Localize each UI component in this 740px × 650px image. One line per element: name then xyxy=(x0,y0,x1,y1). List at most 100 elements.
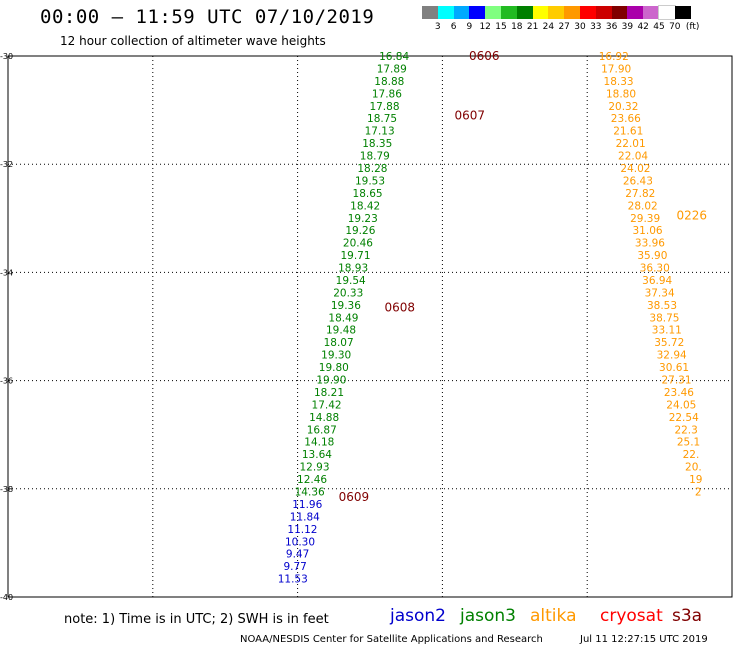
legend-item-cryosat: cryosat xyxy=(600,606,663,626)
data-label-jason3: 18.93 xyxy=(338,263,368,275)
data-label-jason2: 9.77 xyxy=(283,561,306,573)
colorbar-label: 6 xyxy=(450,22,457,32)
y-tick-label: -38 xyxy=(0,485,13,494)
colorbar-label: 27 xyxy=(558,22,570,32)
data-label-jason3: 19.80 xyxy=(319,362,349,374)
data-label-jason3: 18.42 xyxy=(350,200,380,212)
data-label-altika: 38.75 xyxy=(649,312,679,324)
colorbar-swatch xyxy=(564,6,580,19)
colorbar-swatch xyxy=(469,6,486,19)
colorbar-label: 39 xyxy=(621,22,634,32)
data-label-jason3: 19.53 xyxy=(355,175,385,187)
data-label-altika: 33.11 xyxy=(652,325,682,337)
data-label-jason3: 16.87 xyxy=(307,424,337,436)
data-label-altika: 18.33 xyxy=(604,76,634,88)
data-label-jason3: 18.21 xyxy=(314,387,344,399)
colorbar-swatch xyxy=(611,6,628,19)
colorbar-swatch xyxy=(453,6,470,19)
data-label-jason3: 19.54 xyxy=(336,275,366,287)
colorbar-label: 15 xyxy=(495,22,507,32)
data-label-jason2: 11.96 xyxy=(292,499,322,511)
data-label-jason3: 18.35 xyxy=(362,138,392,150)
data-label-jason3: 14.18 xyxy=(304,437,334,449)
data-label-jason3: 19.48 xyxy=(326,325,356,337)
data-label-jason3: 13.64 xyxy=(302,449,332,461)
data-label-jason3: 18.75 xyxy=(367,113,397,125)
colorbar-label: 12 xyxy=(479,22,491,32)
pass-id-label: 0606 xyxy=(469,49,500,63)
data-label-altika: 28.02 xyxy=(628,200,658,212)
data-label-jason2: 10.30 xyxy=(285,536,315,548)
data-label-altika: 19 xyxy=(689,474,702,486)
altimeter-map-chart: 454851545760-30-32-34-36-38-4016.8417.89… xyxy=(0,49,733,600)
colorbar-label: 36 xyxy=(605,22,618,32)
colorbar-label: 24 xyxy=(542,22,555,32)
data-label-altika: 29.39 xyxy=(630,213,660,225)
data-label-altika: 35.72 xyxy=(654,337,684,349)
data-label-altika: 17.90 xyxy=(601,63,631,75)
colorbar-label: 30 xyxy=(574,22,586,32)
data-label-altika: 24.02 xyxy=(620,163,650,175)
colorbar-label: 9 xyxy=(466,22,473,32)
data-label-jason2: 9.47 xyxy=(286,549,309,561)
data-label-altika: 27.31 xyxy=(661,375,691,387)
data-label-jason3: 17.86 xyxy=(372,88,402,100)
data-label-altika: 35.90 xyxy=(637,250,667,262)
data-label-jason3: 14.88 xyxy=(309,412,339,424)
colorbar-swatch xyxy=(643,6,659,19)
colorbar-swatch xyxy=(501,6,517,19)
data-label-jason3: 18.88 xyxy=(374,76,404,88)
colorbar-swatch xyxy=(516,6,533,19)
data-label-jason3: 14.36 xyxy=(295,487,325,499)
data-label-jason3: 18.49 xyxy=(328,312,358,324)
y-tick-label: -36 xyxy=(0,377,13,386)
colorbar-label: 21 xyxy=(526,22,539,32)
data-label-altika: 18.80 xyxy=(606,88,636,100)
colorbar-swatch xyxy=(595,6,612,19)
colorbar-swatch xyxy=(422,6,438,19)
data-label-altika: 32.94 xyxy=(657,350,687,362)
colorbar-label: 18 xyxy=(511,22,523,32)
legend-item-altika: altika xyxy=(530,606,577,626)
colorbar-label: 33 xyxy=(590,22,602,32)
data-label-jason3: 12.46 xyxy=(297,474,327,486)
data-label-jason3: 20.46 xyxy=(343,238,373,250)
pass-id-label: 0608 xyxy=(384,301,415,315)
data-label-altika: 31.06 xyxy=(633,225,663,237)
data-label-jason3: 17.89 xyxy=(377,63,407,75)
colorbar-swatch xyxy=(437,6,454,19)
data-label-altika: 27.82 xyxy=(625,188,655,200)
data-label-altika: 22.3 xyxy=(674,424,697,436)
data-label-altika: 36.94 xyxy=(642,275,672,287)
credit-text: NOAA/NESDIS Center for Satellite Applica… xyxy=(240,634,543,645)
data-label-jason3: 18.79 xyxy=(360,151,390,163)
data-label-jason2: 11.53 xyxy=(278,574,308,586)
data-label-altika: 22.54 xyxy=(669,412,699,424)
data-label-altika: 33.96 xyxy=(635,238,665,250)
chart-title: 00:00 – 11:59 UTC 07/10/2019 xyxy=(40,6,375,28)
colorbar-swatch xyxy=(627,6,644,19)
colorbar-label: 70 xyxy=(669,22,681,32)
data-label-altika: 24.05 xyxy=(666,399,696,411)
data-label-altika: 36.30 xyxy=(640,263,670,275)
data-label-altika: 30.61 xyxy=(659,362,689,374)
data-label-altika: 23.46 xyxy=(664,387,694,399)
generated-timestamp: Jul 11 12:27:15 UTC 2019 xyxy=(580,634,708,645)
data-label-jason3: 16.84 xyxy=(379,51,409,63)
colorbar-swatch xyxy=(532,6,549,19)
colorbar-swatch xyxy=(580,6,596,19)
colorbar-swatch xyxy=(658,5,676,20)
colorbar-swatch xyxy=(485,6,501,19)
data-label-altika: 22.01 xyxy=(616,138,646,150)
data-label-altika: 23.66 xyxy=(611,113,641,125)
data-label-jason3: 19.36 xyxy=(331,300,361,312)
data-label-jason2: 11.84 xyxy=(290,511,320,523)
data-label-altika: 21.61 xyxy=(613,126,643,138)
data-label-jason3: 19.90 xyxy=(316,375,346,387)
data-label-jason2: 11.12 xyxy=(287,524,317,536)
data-label-jason3: 17.13 xyxy=(365,126,395,138)
data-label-altika: 22.04 xyxy=(618,151,648,163)
data-label-altika: 16.92 xyxy=(599,51,629,63)
plot-frame xyxy=(7,55,733,598)
